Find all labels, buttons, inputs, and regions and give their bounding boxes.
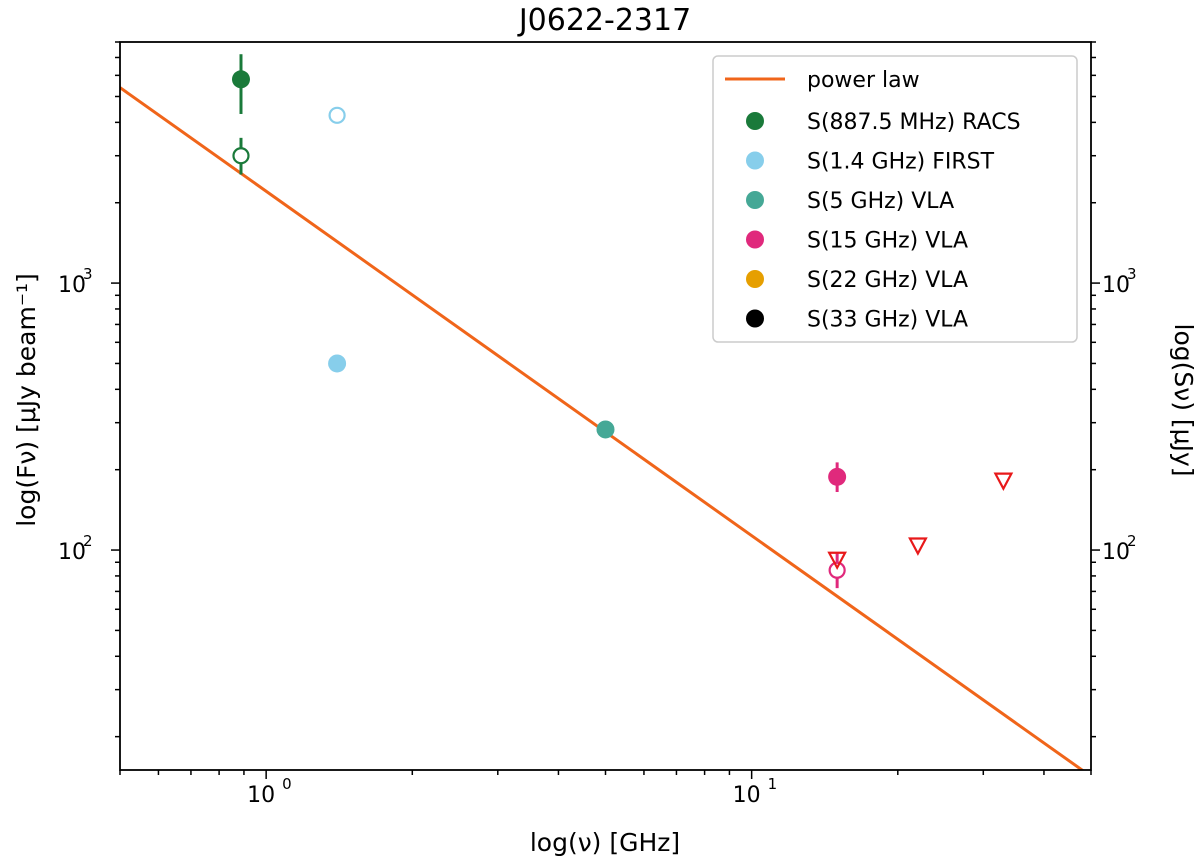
data-point-open	[232, 147, 250, 165]
x-tick-label: 10	[733, 783, 761, 808]
legend-label: S(5 GHz) VLA	[807, 189, 954, 214]
data-point-open	[328, 106, 346, 124]
legend-marker	[746, 270, 764, 288]
x-tick-exponent: 1	[768, 775, 778, 793]
y-tick-exponent-left: 3	[83, 265, 93, 283]
legend-marker	[746, 309, 764, 328]
y-axis-label-left: log(Fν) [μJy beam⁻¹]	[12, 273, 41, 527]
y-tick-exponent-right: 2	[1127, 532, 1137, 550]
upper-limit-marker	[908, 537, 928, 556]
x-axis-label: log(ν) [GHz]	[530, 828, 680, 857]
legend-marker	[746, 151, 764, 170]
y-tick-exponent-left: 2	[83, 532, 93, 550]
data-point-open	[828, 561, 846, 579]
data-point	[828, 467, 847, 486]
data-point	[231, 70, 250, 89]
legend-marker	[746, 191, 764, 209]
legend: power law S(887.5 MHz) RACS S(1.4 GHz) FI…	[712, 55, 1078, 343]
upper-limit-marker	[827, 551, 847, 571]
legend-label: S(33 GHz) VLA	[807, 308, 968, 333]
legend-frame	[712, 55, 1078, 343]
y-tick-label-left: 10	[58, 540, 86, 565]
y-tick-exponent-right: 3	[1127, 265, 1137, 283]
legend-label: S(15 GHz) VLA	[807, 229, 968, 254]
y-axis-label-right: log(Sν) [μJy]	[1169, 324, 1198, 477]
data-point	[596, 420, 615, 439]
legend-power-law-label: power law	[807, 68, 920, 93]
legend-marker	[746, 230, 764, 249]
y-tick-label-right: 10	[1102, 540, 1130, 565]
data-point	[328, 354, 347, 373]
chart-title: J0622-2317	[517, 3, 691, 38]
legend-label: S(22 GHz) VLA	[807, 268, 968, 293]
plot-layer	[120, 54, 1085, 770]
y-tick-label-right: 10	[1102, 273, 1130, 298]
upper-limit-marker	[993, 472, 1014, 491]
legend-label: S(1.4 GHz) FIRST	[807, 150, 995, 175]
x-tick-label: 10	[247, 783, 275, 808]
legend-label: S(887.5 MHz) RACS	[807, 110, 1021, 135]
y-tick-label-left: 10	[58, 273, 86, 298]
legend-marker	[746, 112, 764, 130]
x-tick-exponent: 0	[282, 775, 292, 793]
